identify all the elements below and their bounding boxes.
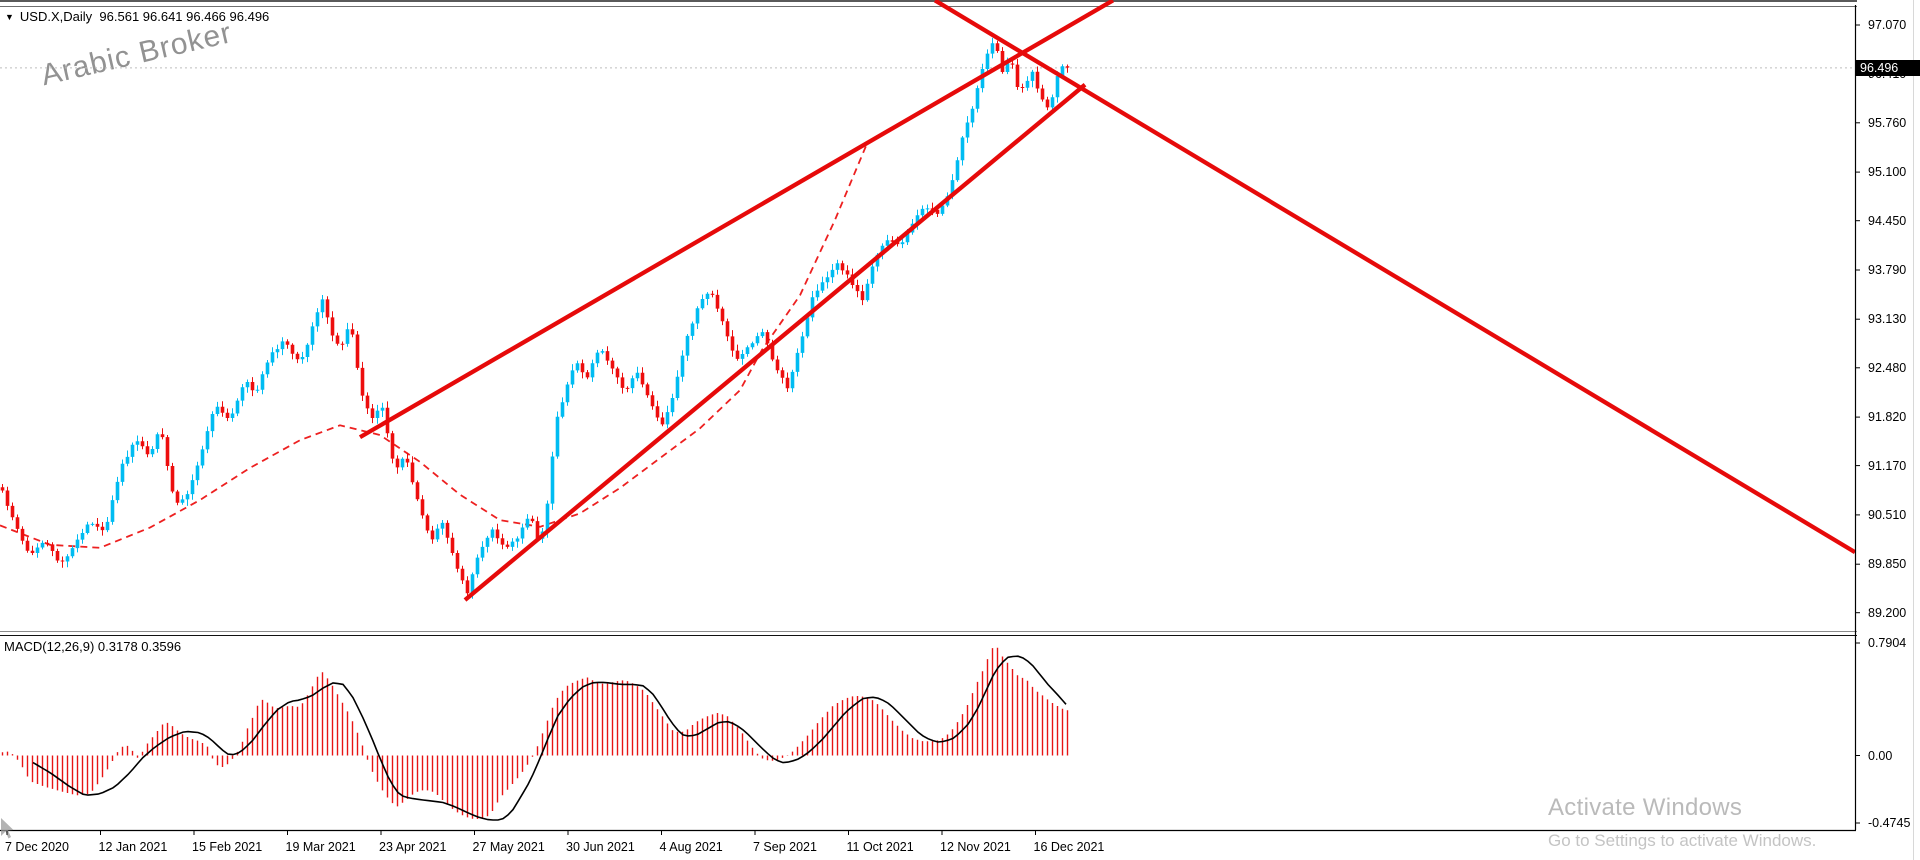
date-axis-label: 23 Apr 2021 bbox=[379, 840, 447, 854]
windows-activation-watermark: Activate Windows Go to Settings to activ… bbox=[1548, 794, 1816, 851]
mouse-cursor-icon bbox=[1, 818, 14, 839]
current-price-box: 96.496 bbox=[1856, 59, 1920, 76]
macd-axis-label: -0.4745 bbox=[1868, 816, 1911, 831]
date-axis-label: 12 Jan 2021 bbox=[98, 840, 168, 854]
date-axis-label: 19 Mar 2021 bbox=[285, 840, 356, 854]
bull-candle-wicks bbox=[37, 37, 1063, 599]
date-axis-label: 7 Sep 2021 bbox=[753, 840, 817, 854]
price-axis-label: 93.130 bbox=[1868, 312, 1907, 327]
price-axis-label: 89.850 bbox=[1868, 557, 1907, 572]
date-axis-label: 11 Oct 2021 bbox=[846, 840, 914, 854]
trend-line-1[interactable] bbox=[358, 0, 1115, 440]
panel-separator[interactable] bbox=[0, 631, 1857, 636]
trend-line-2[interactable] bbox=[463, 83, 1087, 602]
price-axis[interactable]: 97.07096.41095.76095.10094.45093.79093.1… bbox=[1862, 0, 1920, 860]
price-axis-label: 91.820 bbox=[1868, 410, 1907, 425]
moving-average-line bbox=[0, 145, 867, 549]
price-axis-label: 90.510 bbox=[1868, 507, 1907, 522]
price-axis-label: 95.100 bbox=[1868, 165, 1907, 180]
price-axis-label: 89.200 bbox=[1868, 605, 1907, 620]
windows-activation-title: Activate Windows bbox=[1548, 794, 1743, 821]
date-axis-label: 4 Aug 2021 bbox=[659, 840, 723, 854]
price-axis-label: 97.070 bbox=[1868, 18, 1907, 32]
symbol-dropdown-icon[interactable]: ▼ bbox=[5, 12, 14, 22]
price-axis-label: 95.760 bbox=[1868, 115, 1907, 130]
date-axis[interactable]: 7 Dec 2020 12 Jan 2021 15 Feb 2021 19 Mar 2… bbox=[0, 840, 1860, 860]
bear-candle-bodies bbox=[0, 43, 1070, 594]
bear-candle-wicks bbox=[2, 40, 1068, 600]
macd-signal-line bbox=[32, 655, 1067, 821]
chart-header: ▼ USD.X,Daily 96.561 96.641 96.466 96.496 bbox=[5, 9, 269, 24]
macd-axis-label: 0.00 bbox=[1868, 748, 1893, 763]
symbol-timeframe-label: USD.X,Daily bbox=[19, 9, 93, 24]
macd-indicator-label: MACD(12,26,9) 0.3178 0.3596 bbox=[4, 639, 182, 654]
date-axis-label: 27 May 2021 bbox=[472, 840, 545, 854]
ohlc-values: 96.561 96.641 96.466 96.496 bbox=[99, 9, 270, 24]
top-separator bbox=[0, 0, 1857, 7]
macd-axis-label: 0.7904 bbox=[1868, 636, 1907, 651]
price-axis-label: 92.480 bbox=[1868, 360, 1907, 375]
macd-histogram bbox=[1, 647, 1069, 819]
date-axis-label: 7 Dec 2020 bbox=[5, 840, 69, 854]
date-axis-label: 16 Dec 2021 bbox=[1033, 840, 1105, 854]
date-axis-label: 15 Feb 2021 bbox=[192, 840, 263, 854]
date-axis-label: 12 Nov 2021 bbox=[940, 840, 1011, 854]
price-axis-label: 94.450 bbox=[1868, 213, 1907, 228]
price-axis-label: 91.170 bbox=[1868, 458, 1907, 473]
price-axis-label: 93.790 bbox=[1868, 262, 1907, 277]
trend-line-0[interactable] bbox=[933, 0, 1857, 555]
windows-activation-subtitle: Go to Settings to activate Windows. bbox=[1548, 831, 1817, 850]
bull-candle-bodies bbox=[35, 43, 1065, 594]
date-axis-label: 30 Jun 2021 bbox=[566, 840, 635, 854]
